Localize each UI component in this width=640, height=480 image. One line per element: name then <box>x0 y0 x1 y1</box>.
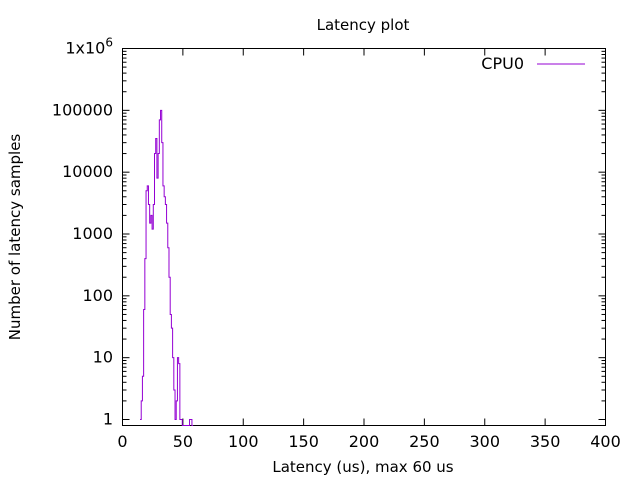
y-tick-label: 10000 <box>62 162 113 181</box>
x-axis-label: Latency (us), max 60 us <box>272 458 453 476</box>
x-tick-label: 100 <box>228 432 259 451</box>
x-tick-label: 250 <box>409 432 440 451</box>
x-tick-labels: 0 50 100 150 200 250 300 350 400 <box>117 432 620 451</box>
series-line-cpu0 <box>140 109 194 426</box>
y-axis-label: Number of latency samples <box>6 134 24 341</box>
legend-label-cpu0: CPU0 <box>481 54 524 73</box>
y-tick-label: 1x106 <box>65 36 113 58</box>
x-tick-label: 200 <box>349 432 380 451</box>
y-tick-label: 1 <box>103 410 113 429</box>
y-tick-label: 10 <box>93 348 113 367</box>
x-tick-label: 0 <box>117 432 127 451</box>
y-tick-label: 100 <box>82 286 113 305</box>
y-tick-label: 1000 <box>72 224 113 243</box>
x-tick-label: 300 <box>469 432 500 451</box>
plot-area-border <box>122 48 606 426</box>
axis-ticks <box>122 48 606 426</box>
y-tick-label: 100000 <box>52 100 113 119</box>
x-tick-label: 50 <box>173 432 193 451</box>
legend: CPU0 <box>481 54 585 73</box>
x-tick-label: 150 <box>288 432 319 451</box>
x-tick-label: 400 <box>590 432 621 451</box>
x-tick-label: 350 <box>530 432 561 451</box>
y-tick-labels: 1 10 100 1000 10000 100000 1x106 <box>52 36 113 429</box>
chart-title: Latency plot <box>317 16 410 34</box>
